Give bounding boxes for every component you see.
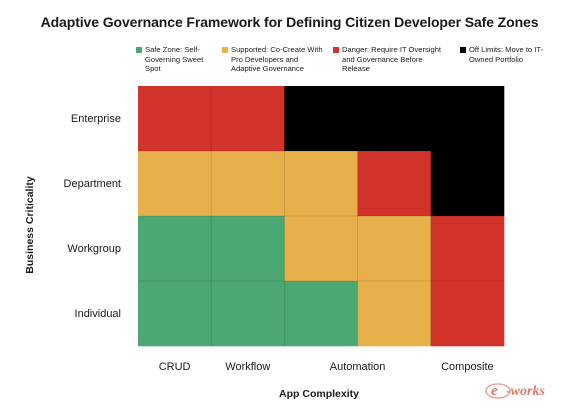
y-tick-label: Individual (74, 307, 121, 320)
cell-1-2-supported (284, 151, 358, 217)
y-tick-label: Enterprise (70, 112, 121, 125)
y-tick-label: Workgroup (67, 242, 121, 255)
svg-text:-works: -works (506, 384, 545, 399)
cell-2-2-supported (284, 216, 358, 282)
cell-0-1-danger (211, 86, 285, 152)
cell-3-0-safe (138, 281, 212, 347)
legend-label-off: Off Limits: Move to IT-Owned Portfolio (469, 45, 544, 64)
cell-1-1-supported (211, 151, 285, 217)
legend-swatch-supported (222, 47, 228, 53)
y-tick-label: Department (63, 177, 121, 190)
legend-swatch-off (460, 47, 466, 53)
x-tick-label: Workflow (225, 361, 271, 373)
cell-1-3-danger (357, 151, 432, 217)
cell-0-0-danger (138, 86, 212, 152)
cell-2-1-safe (211, 216, 285, 282)
cell-1-4-off (430, 151, 505, 217)
legend-swatch-safe (136, 47, 142, 53)
cell-3-2-safe (284, 281, 358, 347)
y-axis-label: Business Criticality (24, 176, 36, 274)
x-tick-label: Automation (329, 361, 386, 373)
cell-2-3-supported (357, 216, 432, 282)
svg-text:e: e (491, 383, 498, 399)
legend-swatch-danger (333, 47, 339, 53)
cell-2-4-danger (430, 216, 505, 282)
legend-label-danger: Danger: Require IT Oversight and Governa… (342, 45, 442, 74)
cell-0-2-off (284, 86, 358, 152)
cell-2-0-safe (138, 216, 212, 282)
cell-3-3-supported (357, 281, 432, 347)
x-axis-label: App Complexity (279, 388, 359, 400)
legend-label-safe: Safe Zone: Self-Governing Sweet Spot (145, 45, 204, 74)
x-tick-label: CRUD (158, 361, 191, 373)
cell-0-4-off (430, 86, 505, 152)
cell-0-3-off (357, 86, 432, 152)
e-works-logo: e -works (485, 383, 545, 399)
cell-3-1-safe (211, 281, 285, 347)
x-tick-label: Composite (441, 361, 494, 373)
cell-3-4-danger (430, 281, 505, 347)
chart-title: Adaptive Governance Framework for Defini… (40, 14, 539, 30)
legend-label-supported: Supported: Co-Create With Pro Developers… (231, 45, 323, 74)
cell-1-0-supported (138, 151, 212, 217)
